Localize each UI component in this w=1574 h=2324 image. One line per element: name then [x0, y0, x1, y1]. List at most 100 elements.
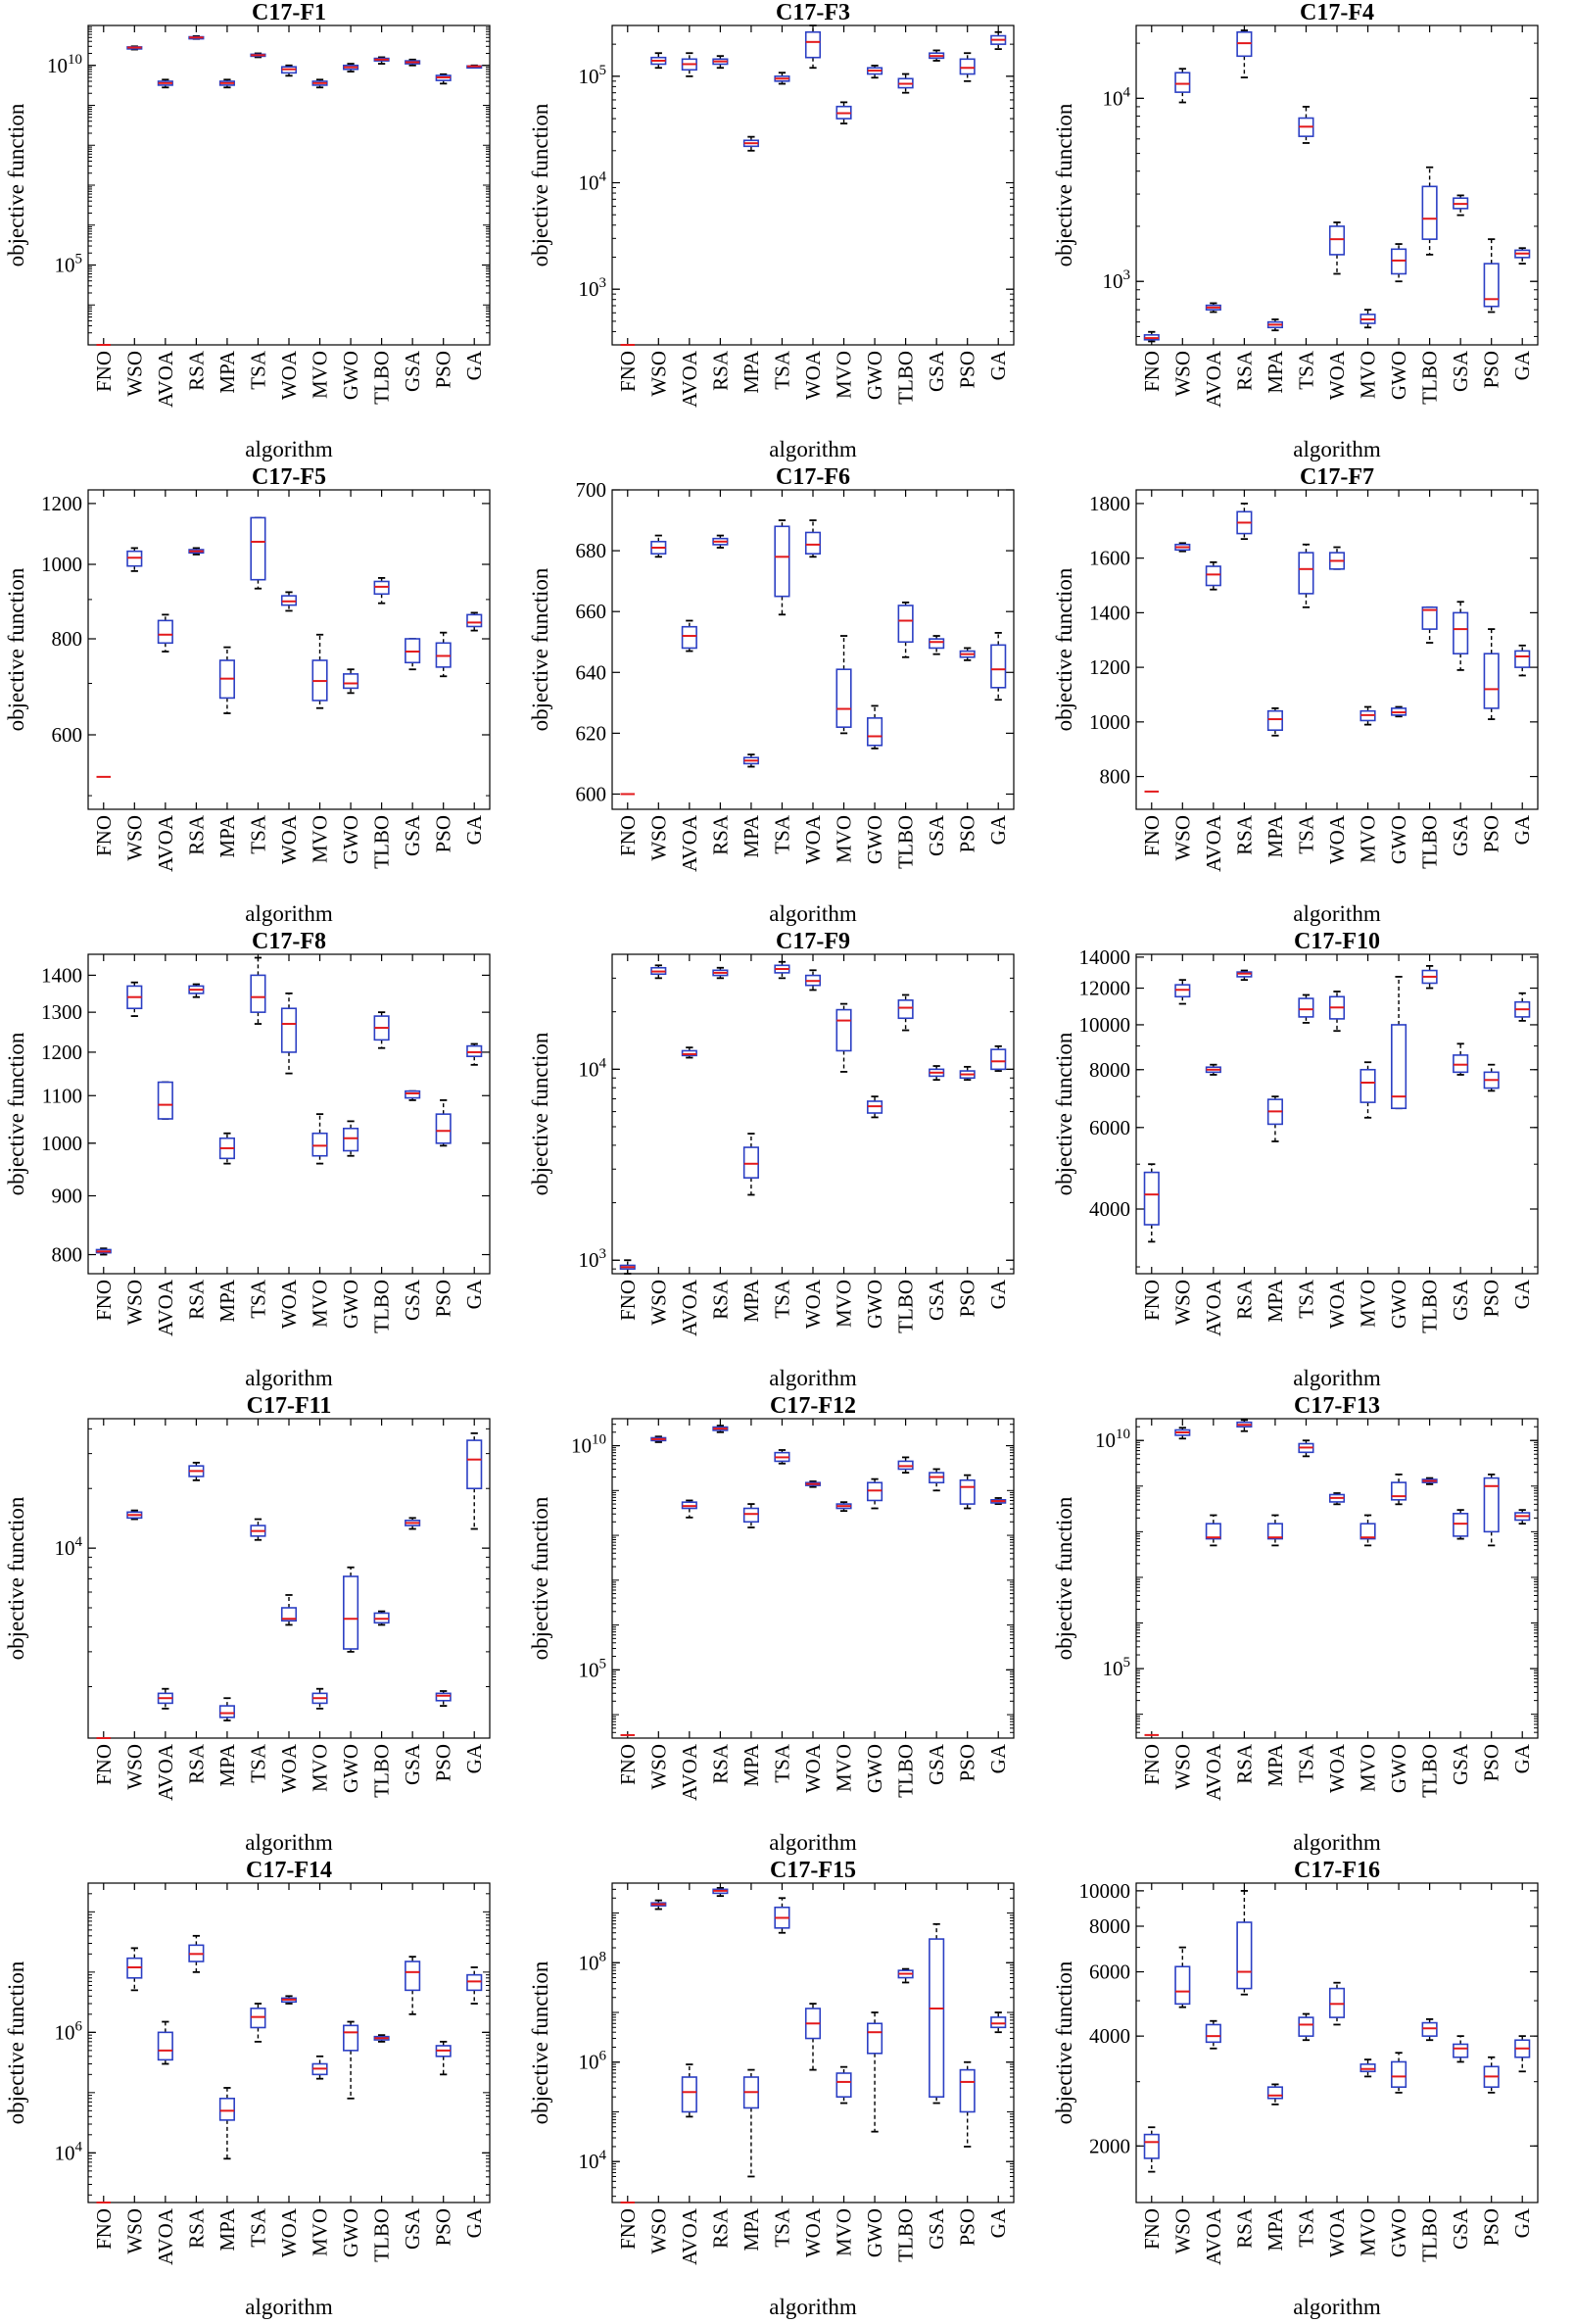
- x-tick-label: TSA: [770, 1743, 793, 1783]
- box-ga: [1514, 992, 1531, 1022]
- y-axis-label: objective function: [4, 103, 28, 266]
- box-rsa: [1236, 1419, 1253, 1432]
- chart-c17-f5: C17-F5 objective function algorithm 600 800 1…: [0, 464, 524, 929]
- y-tick-label: 6000: [1089, 1116, 1130, 1139]
- x-tick-label: AVOA: [1202, 1743, 1225, 1801]
- box-wso: [650, 1899, 667, 1911]
- x-tick-label: WOA: [1325, 1279, 1349, 1329]
- box-tlbo: [1421, 965, 1438, 990]
- box-rsa: [188, 1934, 205, 1973]
- x-tick-label: WSO: [122, 1744, 146, 1790]
- box-ga: [466, 1966, 483, 2005]
- chart-title: C17-F16: [1294, 1858, 1380, 1883]
- y-tick-label: 800: [52, 627, 83, 651]
- x-tick-label: GWO: [863, 1744, 886, 1793]
- box-mvo: [1359, 309, 1376, 329]
- box-iqr: [1359, 1523, 1376, 1540]
- x-tick-label: WSO: [122, 815, 146, 861]
- chart-c17-f15: C17-F15 objective function algorithm 104 106…: [524, 1858, 1048, 2322]
- box-tsa: [1298, 2012, 1314, 2042]
- x-tick-label: WOA: [801, 2207, 825, 2257]
- y-tick-label-base: 10: [579, 65, 599, 88]
- box-tlbo: [373, 56, 390, 65]
- box-iqr: [218, 2097, 235, 2121]
- x-tick-label: FNO: [616, 351, 640, 392]
- box-mpa: [742, 1503, 759, 1528]
- chart-svg: C17-F8 objective function algorithm 800 900 1…: [4, 929, 491, 1390]
- box-wso: [126, 1947, 143, 1992]
- x-tick-label: GSA: [925, 1279, 948, 1321]
- box-tlbo: [1421, 605, 1438, 644]
- x-tick-label: RSA: [708, 2207, 732, 2249]
- box-gsa: [405, 638, 421, 671]
- x-tick-label: PSO: [432, 1280, 455, 1318]
- x-tick-label: PSO: [1480, 815, 1503, 853]
- box-gwo: [343, 668, 359, 695]
- box-rsa: [1236, 969, 1253, 982]
- x-axis-label: algorithm: [245, 2295, 333, 2319]
- x-tick-label: MVO: [1357, 815, 1380, 863]
- y-tick-label-exponent: 4: [75, 2139, 83, 2155]
- box-gsa: [929, 1468, 945, 1492]
- box-woa: [804, 969, 822, 992]
- y-tick-label: 600: [576, 782, 607, 805]
- x-tick-label: GWO: [339, 1744, 362, 1793]
- box-iqr: [959, 58, 976, 75]
- x-tick-label: WOA: [277, 1743, 301, 1793]
- y-tick-label-exponent: 6: [599, 2049, 607, 2064]
- x-tick-label: RSA: [1232, 1743, 1256, 1784]
- box-mvo: [311, 1687, 328, 1710]
- x-tick-label: MVO: [309, 815, 332, 863]
- y-tick-label-base: 10: [571, 1434, 592, 1458]
- x-tick-label: MPA: [1264, 2207, 1287, 2251]
- plot-frame: [611, 1418, 1015, 1739]
- x-tick-label: GSA: [401, 350, 424, 392]
- y-tick-label-exponent: 3: [1123, 267, 1131, 283]
- x-tick-label: RSA: [708, 814, 732, 855]
- box-woa: [1328, 221, 1346, 275]
- box-gwo: [1391, 705, 1407, 718]
- box-iqr: [311, 1132, 328, 1157]
- box-avoa: [157, 613, 173, 653]
- box-iqr: [343, 1575, 359, 1650]
- box-woa: [804, 2003, 822, 2071]
- chart-title: C17-F14: [246, 1858, 332, 1883]
- chart-title: C17-F11: [247, 1393, 332, 1419]
- x-tick-label: TLBO: [370, 1280, 394, 1333]
- box-mvo: [311, 1113, 328, 1165]
- y-tick-label-exponent: 6: [75, 2018, 83, 2034]
- y-tick-label: 4000: [1089, 1197, 1130, 1221]
- box-tlbo: [373, 1610, 390, 1626]
- x-tick-label: MVO: [833, 815, 856, 863]
- x-tick-label: TLBO: [894, 351, 918, 405]
- x-tick-label: GSA: [1449, 1279, 1472, 1321]
- y-axis-label: objective function: [1052, 1032, 1076, 1195]
- x-tick-label: RSA: [1232, 2207, 1256, 2249]
- box-tsa: [250, 2003, 266, 2043]
- box-iqr: [1453, 1513, 1469, 1537]
- y-tick-label: 900: [52, 1185, 83, 1208]
- y-tick-label-base: 10: [1103, 86, 1123, 110]
- chart-title: C17-F8: [252, 929, 326, 954]
- x-tick-label: MVO: [833, 1744, 856, 1792]
- box-gwo: [1391, 976, 1407, 1110]
- box-gsa: [1453, 194, 1469, 217]
- chart-title: C17-F9: [776, 929, 850, 954]
- box-avoa: [681, 2063, 697, 2118]
- x-tick-label: GWO: [863, 351, 886, 400]
- x-tick-label: TLBO: [894, 1744, 918, 1798]
- y-tick-label-base: 10: [579, 1658, 599, 1681]
- box-iqr: [1298, 552, 1314, 595]
- box-iqr: [1421, 606, 1438, 630]
- x-tick-label: PSO: [432, 351, 455, 389]
- x-tick-label: TLBO: [370, 2208, 394, 2262]
- y-tick-label-exponent: 10: [68, 52, 82, 68]
- box-tsa: [1298, 993, 1314, 1024]
- box-rsa: [712, 534, 729, 549]
- y-tick-label-exponent: 4: [599, 1055, 607, 1071]
- x-tick-label: WOA: [277, 814, 301, 864]
- box-mpa: [742, 2068, 759, 2178]
- y-tick-label-exponent: 4: [599, 169, 607, 185]
- x-tick-label: WOA: [801, 1279, 825, 1329]
